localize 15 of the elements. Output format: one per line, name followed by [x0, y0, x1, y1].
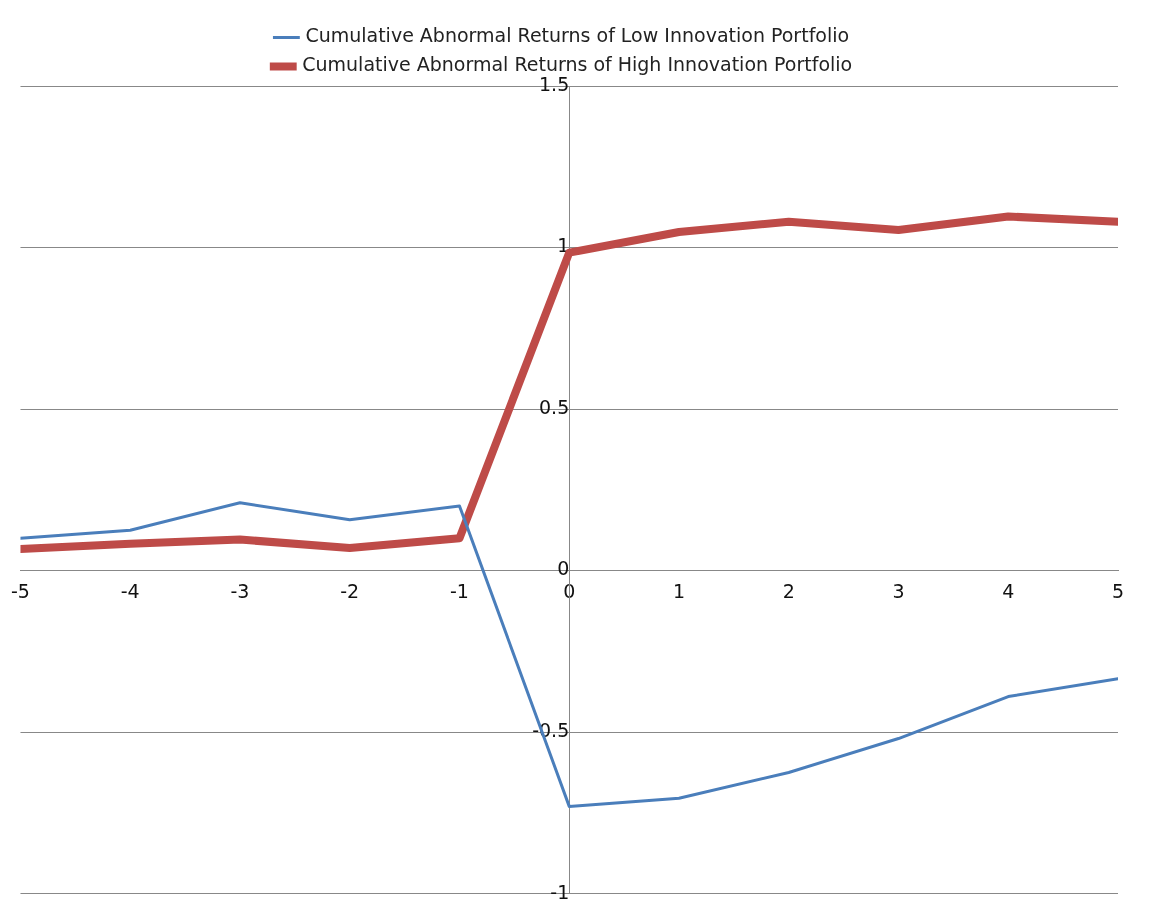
y-tick-label: -1 — [550, 880, 570, 903]
x-tick-label: 2 — [782, 579, 795, 602]
x-tick-label: -5 — [11, 579, 30, 602]
x-tick-label: 3 — [892, 579, 905, 602]
legend-label: Cumulative Abnormal Returns of Low Innovation Portfolio — [305, 24, 850, 47]
x-tick-label: -2 — [340, 579, 360, 602]
x-tick-label: 5 — [1111, 579, 1125, 602]
x-tick-label: -3 — [230, 579, 250, 602]
y-tick-label: 1 — [557, 234, 570, 257]
y-tick-label: 0 — [557, 557, 570, 580]
y-tick-label: 0.5 — [539, 395, 570, 418]
x-tick-label: 1 — [672, 579, 686, 602]
x-tick-label: 4 — [1002, 579, 1015, 602]
x-tick-label: -4 — [120, 579, 140, 602]
x-tick-label: -1 — [450, 579, 469, 602]
